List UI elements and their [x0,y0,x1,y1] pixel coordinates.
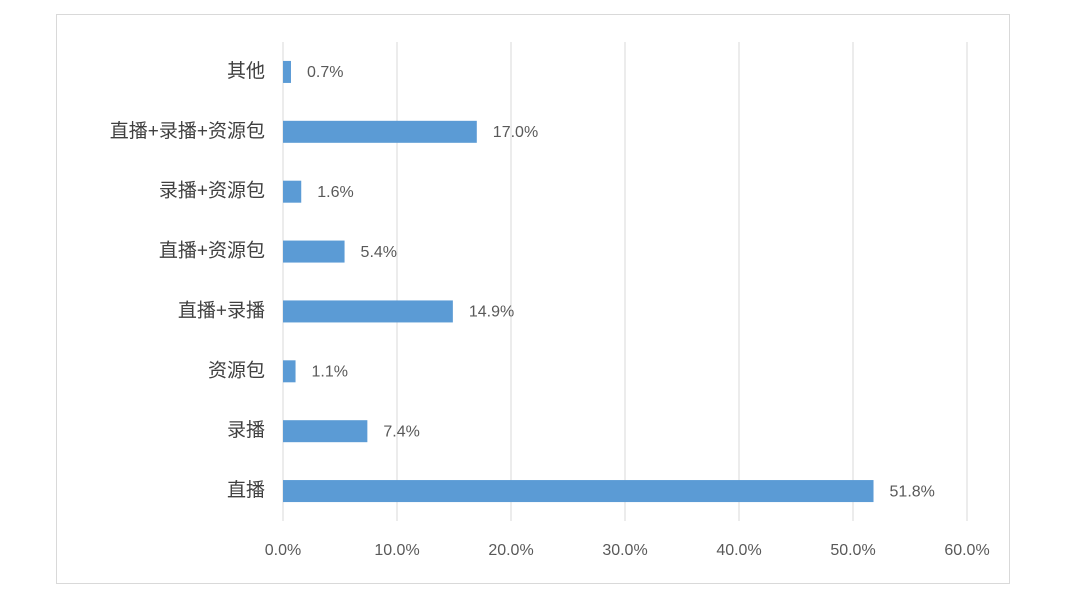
value-label: 14.9% [469,304,514,321]
bar [283,180,302,203]
bar [283,60,291,83]
value-label: 1.1% [312,364,348,381]
x-tick-label: 60.0% [944,542,989,559]
value-label: 7.4% [383,423,419,440]
y-tick-label: 直播 [227,479,265,501]
bar [283,420,368,443]
x-tick-label: 10.0% [374,542,419,559]
bar [283,300,453,323]
y-tick-label: 直播+录播 [178,299,265,321]
bar [283,480,874,503]
x-tick-label: 0.0% [265,542,301,559]
bar [283,360,296,383]
y-tick-label: 其他 [227,60,265,82]
y-tick-label: 直播+资源包 [159,240,265,262]
x-tick-label: 30.0% [602,542,647,559]
y-tick-label: 资源包 [208,359,265,381]
value-label: 51.8% [890,483,935,500]
bar [283,120,477,143]
x-tick-label: 40.0% [716,542,761,559]
value-label: 1.6% [317,184,353,201]
value-label: 5.4% [361,244,397,261]
y-tick-label: 录播 [227,419,265,441]
y-tick-label: 录播+资源包 [159,180,265,202]
x-tick-label: 20.0% [488,542,533,559]
value-label: 0.7% [307,64,343,81]
value-label: 17.0% [493,124,538,141]
bar [283,240,345,263]
x-tick-label: 50.0% [830,542,875,559]
y-tick-label: 直播+录播+资源包 [110,120,265,142]
